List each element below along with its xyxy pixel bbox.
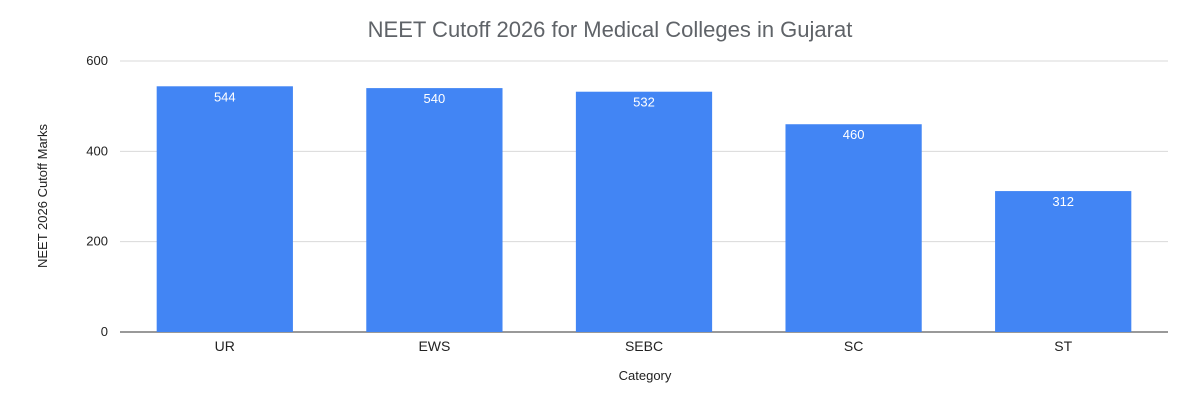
bar-ews [366,88,503,332]
data-label-sebc: 532 [633,95,655,110]
x-tick-label-st: ST [1054,338,1072,354]
chart-title: NEET Cutoff 2026 for Medical Colleges in… [368,17,853,42]
x-tick-label-ur: UR [215,338,235,354]
bar-sc [785,124,922,332]
bar-ur [156,86,293,332]
x-axis-label: Category [619,368,672,383]
bars [156,86,1132,332]
y-tick-label: 200 [86,234,108,249]
bar-st [995,191,1132,332]
x-tick-label-ews: EWS [418,338,450,354]
data-label-sc: 460 [843,127,865,142]
x-tick-label-sebc: SEBC [625,338,663,354]
x-axis-ticks: UR EWS SEBC SC ST [215,338,1073,354]
data-labels: 544 540 532 460 312 [214,89,1074,209]
y-tick-label: 600 [86,53,108,68]
data-label-ur: 544 [214,89,236,104]
x-tick-label-sc: SC [844,338,863,354]
y-tick-label: 400 [86,143,108,158]
data-label-st: 312 [1052,194,1074,209]
y-tick-label: 0 [101,324,108,339]
bar-sebc [575,91,713,332]
data-label-ews: 540 [424,91,446,106]
y-axis-ticks: 0 200 400 600 [86,53,108,339]
y-axis-label: NEET 2026 Cutoff Marks [35,123,50,268]
